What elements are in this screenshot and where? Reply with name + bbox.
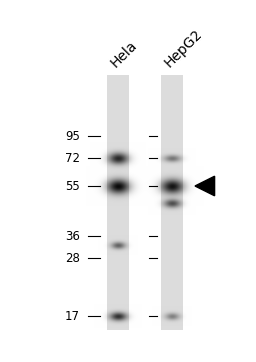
- Text: 95: 95: [65, 130, 80, 143]
- Text: 72: 72: [65, 152, 80, 164]
- Text: 55: 55: [65, 180, 80, 193]
- Text: HepG2: HepG2: [162, 27, 205, 70]
- Polygon shape: [195, 176, 215, 196]
- Text: 28: 28: [65, 252, 80, 265]
- Text: 17: 17: [65, 310, 80, 323]
- Text: 36: 36: [65, 230, 80, 243]
- Text: Hela: Hela: [108, 38, 140, 70]
